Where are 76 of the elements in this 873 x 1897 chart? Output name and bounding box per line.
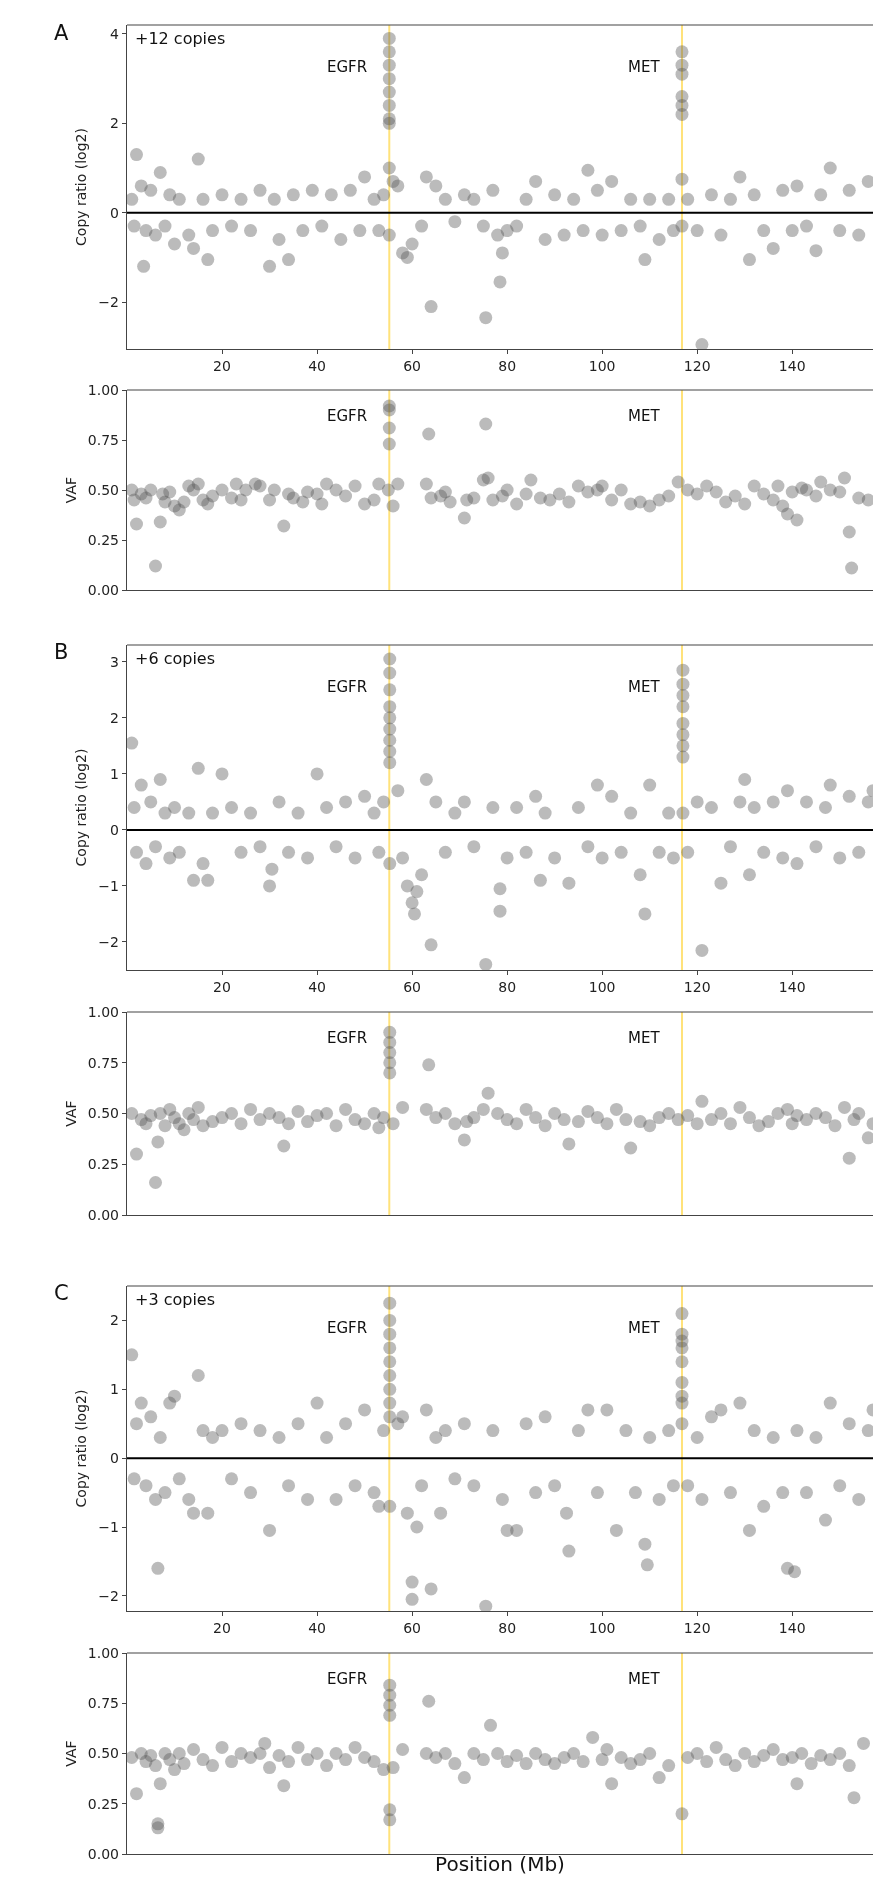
- x-tick-label: 100: [588, 979, 616, 995]
- x-axis-title: Position (Mb): [435, 1851, 565, 1876]
- y-tick-label: 0.00: [87, 1206, 119, 1223]
- x-tick-label: 140: [778, 979, 806, 995]
- ref-line-label: MET: [628, 1319, 661, 1337]
- y-tick-label: 0.50: [87, 1105, 119, 1122]
- y-tick-label: 1.00: [87, 1003, 119, 1020]
- x-tick-label: 120: [683, 1620, 711, 1636]
- y-tick-label: 1.00: [87, 1644, 119, 1661]
- annotation: +3 copies: [135, 1290, 216, 1309]
- x-tick-label: 80: [498, 358, 517, 374]
- x-tick-label: 100: [588, 1620, 616, 1636]
- y-tick-label: 0.75: [87, 1054, 119, 1071]
- x-tick-label: 20: [213, 358, 231, 374]
- y-tick-label: 0.00: [87, 581, 119, 598]
- y-axis-title: VAF: [62, 1100, 79, 1127]
- y-tick-label: 2: [110, 1312, 119, 1329]
- ref-line-label: MET: [628, 1670, 661, 1688]
- y-tick-label: 1: [110, 765, 119, 782]
- x-tick-label: 140: [778, 358, 806, 374]
- text: A: [54, 21, 69, 45]
- x-tick-label: 40: [308, 979, 326, 995]
- y-tick-label: 1: [110, 1381, 119, 1398]
- y-axis-title: VAF: [62, 476, 79, 504]
- y-axis-title: Copy ratio (log2): [73, 748, 90, 867]
- y-tick-label: 0.75: [87, 431, 119, 448]
- ref-line-label: MET: [628, 678, 661, 696]
- y-tick-label: 0.50: [87, 1745, 119, 1762]
- text: B: [54, 640, 69, 664]
- y-tick-label: 0: [110, 1450, 119, 1467]
- x-tick-label: 40: [308, 1620, 326, 1636]
- y-tick-label: −1: [98, 877, 119, 894]
- ref-line-label: EGFR: [327, 1670, 368, 1688]
- y-tick-label: 0.25: [87, 531, 119, 548]
- ref-line-label: MET: [628, 407, 661, 425]
- x-tick-label: 60: [403, 979, 422, 995]
- x-tick-label: 80: [498, 1620, 517, 1636]
- y-axis-title: VAF: [62, 1740, 79, 1767]
- ref-line-label: MET: [628, 1029, 661, 1047]
- y-tick-label: −2: [98, 293, 119, 310]
- x-tick-label: 120: [683, 979, 711, 995]
- y-tick-label: 0.50: [87, 481, 119, 498]
- ref-line-label: EGFR: [327, 678, 368, 696]
- y-tick-label: 2: [110, 709, 119, 726]
- y-tick-label: −1: [98, 1518, 119, 1535]
- ref-line-label: EGFR: [327, 407, 368, 425]
- y-tick-label: −2: [98, 933, 119, 950]
- annotation: +6 copies: [135, 649, 216, 668]
- y-tick-label: 0: [110, 821, 119, 838]
- ref-line-label: EGFR: [327, 58, 368, 76]
- y-axis-title: Copy ratio (log2): [73, 128, 90, 246]
- y-tick-label: 0.75: [87, 1695, 119, 1712]
- y-tick-label: 4: [110, 25, 120, 42]
- x-tick-label: 20: [213, 1620, 231, 1636]
- y-tick-label: 2: [110, 115, 119, 132]
- x-tick-label: 40: [308, 358, 326, 374]
- annotation: +12 copies: [135, 29, 226, 48]
- x-tick-label: 60: [403, 1620, 422, 1636]
- x-tick-label: 100: [588, 358, 616, 374]
- x-tick-label: 20: [213, 979, 231, 995]
- y-tick-label: 1.00: [87, 381, 119, 398]
- ref-line-label: EGFR: [327, 1319, 368, 1337]
- y-tick-label: 0.25: [87, 1795, 119, 1812]
- x-tick-label: 80: [498, 979, 517, 995]
- y-axis-title: Copy ratio (log2): [73, 1389, 90, 1508]
- y-tick-label: 0: [110, 204, 119, 221]
- y-tick-label: 0.25: [87, 1156, 119, 1173]
- ref-line-label: MET: [628, 58, 661, 76]
- y-tick-label: 3: [110, 653, 119, 670]
- x-tick-label: 60: [403, 358, 422, 374]
- y-tick-label: −2: [98, 1587, 119, 1604]
- x-tick-label: 120: [683, 358, 711, 374]
- ref-line-label: EGFR: [327, 1029, 368, 1047]
- x-tick-label: 140: [778, 1620, 806, 1636]
- text: C: [54, 1281, 69, 1305]
- y-tick-label: 0.00: [87, 1845, 119, 1862]
